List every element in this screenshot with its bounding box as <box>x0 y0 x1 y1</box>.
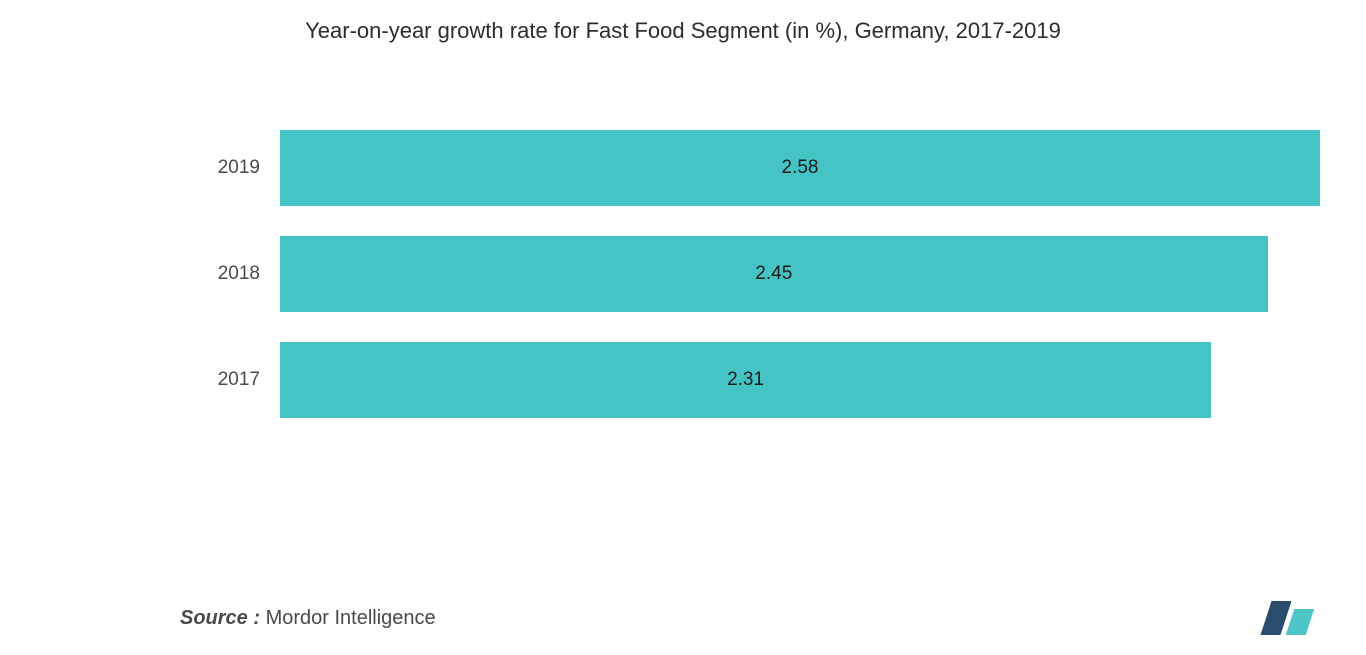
bar-value-label: 2.45 <box>755 263 792 285</box>
bar-2018: 2.45 <box>280 236 1268 312</box>
source-citation: Source : Mordor Intelligence <box>180 607 436 630</box>
bar-row: 2018 2.45 <box>180 236 1320 312</box>
bar-container: 2.45 <box>280 236 1320 312</box>
bar-2019: 2.58 <box>280 130 1320 206</box>
chart-footer: Source : Mordor Intelligence <box>180 601 1320 635</box>
bar-value-label: 2.58 <box>782 157 819 179</box>
source-name: Mordor Intelligence <box>260 607 436 629</box>
chart-plot-area: 2019 2.58 2018 2.45 2017 2.31 <box>180 130 1320 470</box>
bar-row: 2017 2.31 <box>180 342 1320 418</box>
bar-container: 2.58 <box>280 130 1320 206</box>
bar-row: 2019 2.58 <box>180 130 1320 206</box>
y-axis-label: 2018 <box>180 263 280 285</box>
logo-shape-2 <box>1286 609 1314 635</box>
source-label: Source : <box>180 607 260 629</box>
y-axis-label: 2019 <box>180 157 280 179</box>
mordor-logo-icon <box>1266 601 1320 635</box>
bar-value-label: 2.31 <box>727 369 764 391</box>
bar-container: 2.31 <box>280 342 1320 418</box>
bar-2017: 2.31 <box>280 342 1211 418</box>
y-axis-label: 2017 <box>180 369 280 391</box>
chart-title: Year-on-year growth rate for Fast Food S… <box>0 0 1366 54</box>
